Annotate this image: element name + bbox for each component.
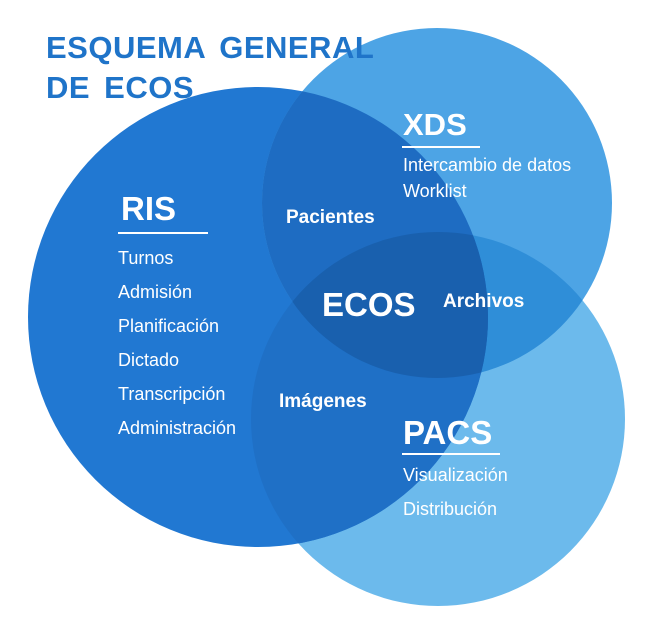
pacs-item: Distribución — [403, 499, 498, 519]
ris-list: Turnos Admisión Planificación Dictado Tr… — [118, 241, 236, 445]
overlap-label-pacientes: Pacientes — [286, 207, 375, 228]
center-label-ecos: ECOS — [322, 286, 416, 323]
xds-heading-rule — [402, 146, 480, 148]
ris-heading: RIS — [121, 190, 177, 227]
ris-item: Dictado — [118, 350, 180, 370]
page-title: ESQUEMA GENERAL DE ECOS — [46, 28, 374, 108]
pacs-list: Visualización Distribución — [403, 458, 508, 526]
xds-item: Worklist — [403, 181, 467, 201]
xds-heading: XDS — [403, 107, 467, 142]
overlap-label-imagenes: Imágenes — [279, 391, 367, 412]
page-title-line-2: DE ECOS — [46, 70, 195, 105]
ris-item: Transcripción — [118, 384, 226, 404]
center-overlap — [262, 232, 488, 378]
page-title-line-1: ESQUEMA GENERAL — [46, 30, 375, 65]
pacs-item: Visualización — [403, 465, 508, 485]
ris-heading-rule — [118, 232, 208, 234]
overlap-label-archivos: Archivos — [443, 291, 525, 312]
xds-list: Intercambio de datos Worklist — [403, 152, 571, 204]
ris-item: Planificación — [118, 316, 220, 336]
pacs-heading: PACS — [403, 414, 493, 451]
ris-item: Admisión — [118, 282, 193, 302]
ris-item: Turnos — [118, 248, 174, 268]
ris-item: Administración — [118, 418, 237, 438]
xds-item: Intercambio de datos — [403, 155, 572, 175]
pacs-heading-rule — [402, 453, 500, 455]
